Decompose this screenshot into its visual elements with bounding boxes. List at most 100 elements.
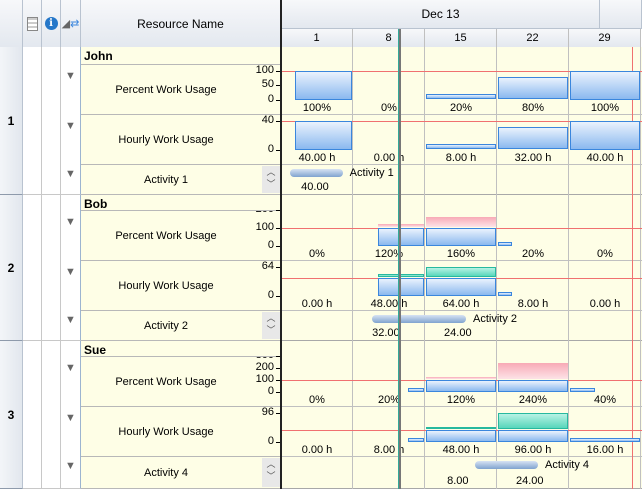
row-number[interactable]: 1 xyxy=(0,47,23,195)
row-cell xyxy=(42,341,61,489)
axis-tick: 0 xyxy=(267,142,274,155)
splitter[interactable] xyxy=(280,0,282,489)
usage-bar[interactable] xyxy=(425,277,496,296)
row-cell xyxy=(23,195,42,341)
usage-bar[interactable] xyxy=(497,379,568,392)
usage-bar[interactable] xyxy=(497,429,568,442)
usage-value: 8.00 h xyxy=(373,444,405,456)
expand-triangle-icon[interactable]: ▼ xyxy=(65,460,76,472)
expand-triangle-icon[interactable]: ▼ xyxy=(65,120,76,132)
usage-bar[interactable] xyxy=(425,227,496,246)
usage-value: 240% xyxy=(518,394,548,406)
usage-bar[interactable] xyxy=(569,437,640,443)
grid-view-icon[interactable] xyxy=(23,0,42,48)
usage-value: 0.00 h xyxy=(373,152,405,164)
usage-value: 160% xyxy=(446,248,476,260)
activity-label: Activity 1 xyxy=(81,165,281,195)
usage-bar[interactable] xyxy=(569,121,640,150)
usage-bar[interactable] xyxy=(497,76,568,100)
sort-arrows-icon[interactable]: ◢ ⇄ xyxy=(61,0,81,48)
usage-value: 40% xyxy=(593,394,617,406)
usage-bar[interactable] xyxy=(295,121,352,150)
expand-triangle-icon[interactable]: ▼ xyxy=(65,362,76,374)
activity-value: 32.00 xyxy=(372,327,400,339)
usage-value: 48.00 h xyxy=(442,444,480,456)
row-number[interactable]: 3 xyxy=(0,341,23,489)
axis-tick: 0 xyxy=(267,238,274,251)
expand-triangle-icon[interactable]: ▼ xyxy=(65,216,76,228)
gantt-group xyxy=(282,341,642,489)
usage-bar[interactable] xyxy=(295,71,352,100)
usage-value: 0.00 h xyxy=(301,298,333,310)
usage-bar[interactable] xyxy=(408,387,424,392)
activity-value: 24.00 xyxy=(516,475,544,487)
info-icon[interactable]: i xyxy=(42,0,61,48)
activity-bar[interactable] xyxy=(372,315,467,323)
usage-value: 16.00 h xyxy=(586,444,624,456)
usage-value: 96.00 h xyxy=(514,444,552,456)
usage-bar[interactable] xyxy=(497,241,513,246)
usage-bar[interactable] xyxy=(425,379,496,392)
expand-triangle-icon[interactable]: ▼ xyxy=(65,266,76,278)
hourly-usage-label: Hourly Work Usage xyxy=(81,261,281,311)
scroll-spinner[interactable]: ︿ ﹀ xyxy=(262,166,280,193)
usage-bar[interactable] xyxy=(497,126,568,150)
usage-value: 120% xyxy=(446,394,476,406)
expand-triangle-icon[interactable]: ▼ xyxy=(65,314,76,326)
expand-triangle-icon[interactable]: ▼ xyxy=(65,412,76,424)
overallocation-bar[interactable] xyxy=(497,413,568,429)
overallocation-bar[interactable] xyxy=(425,427,496,430)
usage-bar[interactable] xyxy=(497,291,513,296)
expand-triangle-icon[interactable]: ▼ xyxy=(65,70,76,82)
activity-label: Activity 4 xyxy=(81,457,281,489)
axis-tick: 64 xyxy=(261,260,274,272)
overallocation-bar[interactable] xyxy=(425,267,496,277)
usage-value: 0% xyxy=(597,248,613,260)
activity-bar[interactable] xyxy=(290,169,343,177)
resource-name[interactable]: Bob xyxy=(81,195,281,211)
axis-tick: 0 xyxy=(267,288,274,301)
row-cell xyxy=(61,195,81,341)
expand-triangle-icon[interactable]: ▼ xyxy=(65,168,76,180)
overallocation-bar[interactable] xyxy=(497,363,568,379)
resource-name[interactable]: Sue xyxy=(81,341,281,357)
activity-value: 8.00 xyxy=(447,475,469,487)
usage-value: 0.00 h xyxy=(301,444,333,456)
row-number[interactable]: 2 xyxy=(0,195,23,341)
usage-bar[interactable] xyxy=(569,387,595,393)
overallocation-bar[interactable] xyxy=(425,377,496,379)
activity-bar[interactable] xyxy=(475,461,538,469)
usage-bar[interactable] xyxy=(408,437,424,442)
activity-bar-label: Activity 2 xyxy=(473,313,518,325)
usage-value: 80% xyxy=(521,102,545,114)
usage-value: 100% xyxy=(302,102,332,114)
usage-value: 40.00 h xyxy=(586,152,624,164)
axis-tick: 0 xyxy=(267,384,274,397)
usage-value: 32.00 h xyxy=(514,152,552,164)
current-date-line[interactable] xyxy=(398,29,401,489)
month-header: Dec 13 xyxy=(282,0,600,29)
resource-name-header[interactable]: Resource Name xyxy=(81,0,281,48)
row-cell xyxy=(23,47,42,195)
month-header-next xyxy=(600,0,642,29)
usage-value: 20% xyxy=(377,394,401,406)
usage-bar[interactable] xyxy=(425,93,496,100)
usage-bar[interactable] xyxy=(569,71,640,100)
usage-bar[interactable] xyxy=(425,429,496,442)
percent-usage-label: Percent Work Usage xyxy=(81,357,281,407)
usage-value: 40.00 h xyxy=(298,152,336,164)
resource-name[interactable]: John xyxy=(81,47,281,65)
scroll-spinner[interactable]: ︿ ﹀ xyxy=(262,458,280,487)
week-header: 1 xyxy=(281,29,353,48)
hourly-usage-label: Hourly Work Usage xyxy=(81,407,281,457)
usage-value: 0% xyxy=(309,394,325,406)
axis-tick: 96 xyxy=(261,406,274,418)
week-header: 22 xyxy=(497,29,569,48)
usage-bar[interactable] xyxy=(425,143,496,150)
percent-usage-label: Percent Work Usage xyxy=(81,65,281,115)
usage-value: 8.00 h xyxy=(517,298,549,310)
usage-value: 100% xyxy=(590,102,620,114)
axis-tick: 200 xyxy=(255,360,274,373)
overallocation-bar[interactable] xyxy=(425,217,496,227)
scroll-spinner[interactable]: ︿ ﹀ xyxy=(262,312,280,339)
